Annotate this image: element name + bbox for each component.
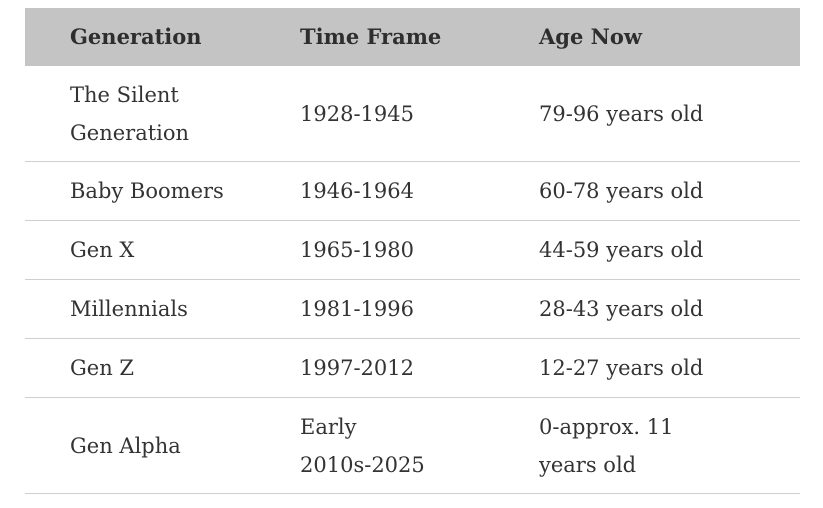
generation-cell: Gen X xyxy=(70,238,135,262)
age-now-cell: 44-59 years old xyxy=(539,238,704,262)
age-now-cell: 79-96 years old xyxy=(539,101,704,126)
generations-table: Generation Time Frame Age Now The Silent… xyxy=(25,8,800,494)
time-frame-cell: 1946-1964 xyxy=(300,179,414,203)
table-row: Millennials 1981-1996 28-43 years old xyxy=(25,280,800,339)
generation-cell: The Silent Generation xyxy=(70,82,190,145)
header-generation: Generation xyxy=(70,24,202,49)
time-frame-cell: 1997-2012 xyxy=(300,356,414,380)
time-frame-cell: 1965-1980 xyxy=(300,238,414,262)
generation-cell: Millennials xyxy=(70,297,188,321)
age-now-cell: 60-78 years old xyxy=(539,179,704,203)
header-time-frame: Time Frame xyxy=(300,24,442,49)
generation-cell: Gen Alpha xyxy=(70,433,181,458)
time-frame-cell: 1928-1945 xyxy=(300,101,414,126)
table-row: Gen Z 1997-2012 12-27 years old xyxy=(25,339,800,398)
header-age-now: Age Now xyxy=(539,24,642,49)
time-frame-cell: 1981-1996 xyxy=(300,297,414,321)
table-row: Gen X 1965-1980 44-59 years old xyxy=(25,221,800,280)
generation-cell: Baby Boomers xyxy=(70,179,224,203)
time-frame-cell: Early 2010s-2025 xyxy=(300,414,425,477)
table-row: The Silent Generation 1928-1945 79-96 ye… xyxy=(25,66,800,162)
table-header-row: Generation Time Frame Age Now xyxy=(25,8,800,66)
age-now-cell: 28-43 years old xyxy=(539,297,704,321)
age-now-cell: 0-approx. 11 years old xyxy=(539,414,674,477)
generation-cell: Gen Z xyxy=(70,356,134,380)
table-row: Baby Boomers 1946-1964 60-78 years old xyxy=(25,162,800,221)
table-row: Gen Alpha Early 2010s-2025 0-approx. 11 … xyxy=(25,398,800,494)
age-now-cell: 12-27 years old xyxy=(539,356,704,380)
